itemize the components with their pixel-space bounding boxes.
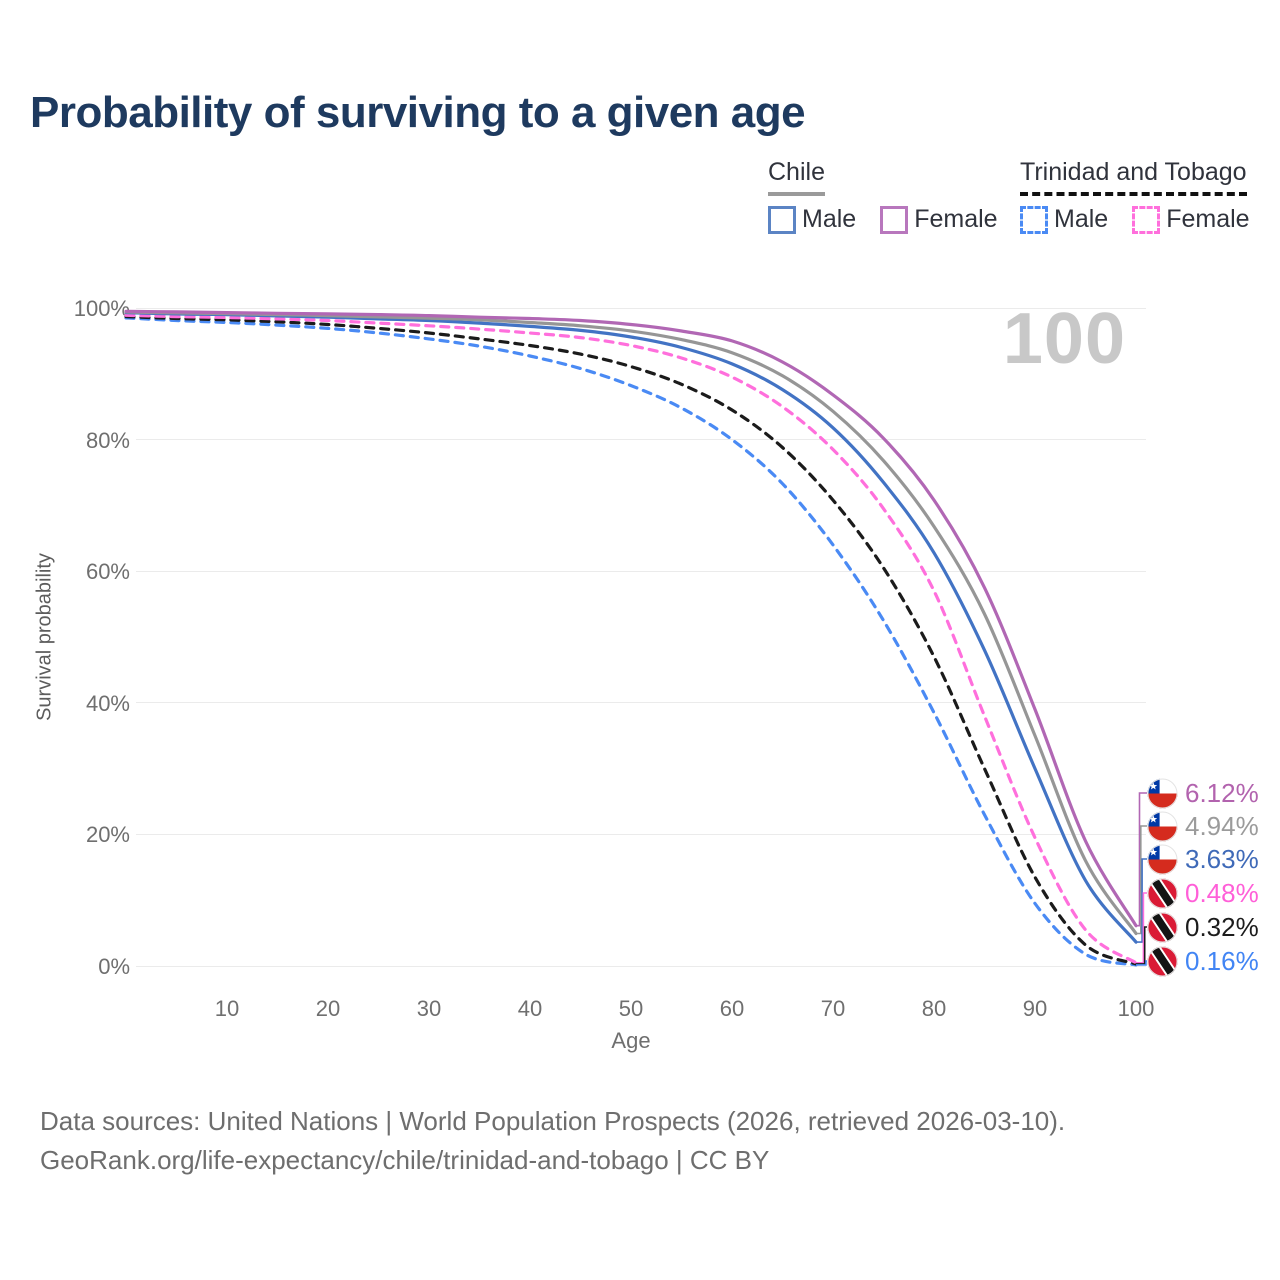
legend-group-trinidad-and-tobago: Trinidad and Tobago Male Female <box>1020 158 1274 234</box>
series-line-trinidad-and-tobago-male <box>124 316 1138 967</box>
end-label-row: 6.12% <box>1147 777 1259 809</box>
y-tick-label: 0% <box>98 954 130 979</box>
series-line-trinidad-and-tobago-female <box>124 313 1138 965</box>
x-tick-label: 70 <box>820 996 846 1021</box>
end-label-value: 4.94% <box>1185 810 1259 841</box>
end-label-value: 3.63% <box>1185 843 1259 874</box>
end-label-value: 0.32% <box>1185 911 1259 942</box>
legend-label-tnt-female: Female <box>1166 205 1250 233</box>
chile-flag-icon <box>1147 810 1178 842</box>
footer-source-line: Data sources: United Nations | World Pop… <box>40 1106 1066 1136</box>
x-tick-label: 40 <box>517 996 543 1021</box>
x-tick-label: 30 <box>416 996 442 1021</box>
gridline <box>136 307 1146 309</box>
end-label-row: 0.48% <box>1147 877 1259 909</box>
x-tick-label: 80 <box>921 996 947 1021</box>
x-tick-label: 90 <box>1022 996 1048 1021</box>
y-tick-label: 100% <box>73 296 130 321</box>
end-label-leader <box>1136 825 1147 935</box>
legend-swatch-chile-male <box>768 205 796 234</box>
trinidad-and-tobago-flag-icon <box>1147 911 1178 943</box>
x-tick-label: 100 <box>1117 996 1155 1021</box>
end-label-value: 0.48% <box>1185 877 1259 908</box>
chile-flag-icon <box>1147 777 1178 809</box>
footer-url-line: GeoRank.org/life-expectancy/chile/trinid… <box>40 1145 770 1175</box>
end-label-leader <box>1136 792 1147 927</box>
end-label-row: 0.16% <box>1147 945 1259 977</box>
gridline <box>136 833 1146 835</box>
end-label-leader <box>1136 892 1147 964</box>
legend-label-chile-male: Male <box>802 205 857 233</box>
age-watermark: 100 <box>1002 299 1126 379</box>
series-line-chile-male <box>124 311 1138 944</box>
end-label-leader <box>1136 960 1147 966</box>
end-label-row: 4.94% <box>1147 810 1259 842</box>
end-label-value: 0.16% <box>1185 945 1259 976</box>
trinidad-and-tobago-flag-icon <box>1147 877 1178 909</box>
legend-swatch-tnt-female <box>1132 205 1161 234</box>
chart-title: Probability of surviving to a given age <box>30 88 806 137</box>
legend-swatch-tnt-male <box>1020 205 1048 234</box>
series-line-chile-both-sexes- <box>124 310 1138 936</box>
end-label-row: 3.63% <box>1147 843 1259 875</box>
end-label-leader <box>1136 858 1147 943</box>
legend-label-chile-female: Female <box>914 205 998 233</box>
y-tick-label: 40% <box>85 690 130 716</box>
x-tick-label: 10 <box>214 996 240 1021</box>
legend-swatch-chile-female <box>880 205 909 234</box>
gridline <box>136 570 1146 572</box>
trinidad-and-tobago-flag-icon <box>1147 945 1178 977</box>
series-line-trinidad-and-tobago-both-sexes- <box>124 314 1138 966</box>
footer: Data sources: United Nations | World Pop… <box>40 1102 1065 1180</box>
gridline <box>136 439 1146 441</box>
x-tick-label: 20 <box>315 996 341 1021</box>
gridline <box>136 965 1146 967</box>
end-label-leader <box>1136 926 1147 965</box>
end-label-value: 6.12% <box>1185 777 1259 808</box>
y-tick-label: 60% <box>85 559 130 585</box>
x-tick-label: 50 <box>618 996 644 1021</box>
legend-group-chile: Chile Male Female <box>768 158 1022 234</box>
x-axis-title: Age <box>611 1028 651 1053</box>
y-tick-label: 80% <box>85 427 130 453</box>
legend-country-trinidad-and-tobago: Trinidad and Tobago <box>1020 158 1247 196</box>
end-label-row: 0.32% <box>1147 911 1259 943</box>
legend-label-tnt-male: Male <box>1054 205 1109 233</box>
legend-country-chile: Chile <box>768 158 825 196</box>
y-tick-label: 20% <box>85 822 130 848</box>
x-tick-label: 60 <box>719 996 745 1021</box>
chile-flag-icon <box>1147 843 1178 875</box>
gridline <box>136 702 1146 704</box>
y-axis-title: Survival probability <box>33 553 56 721</box>
